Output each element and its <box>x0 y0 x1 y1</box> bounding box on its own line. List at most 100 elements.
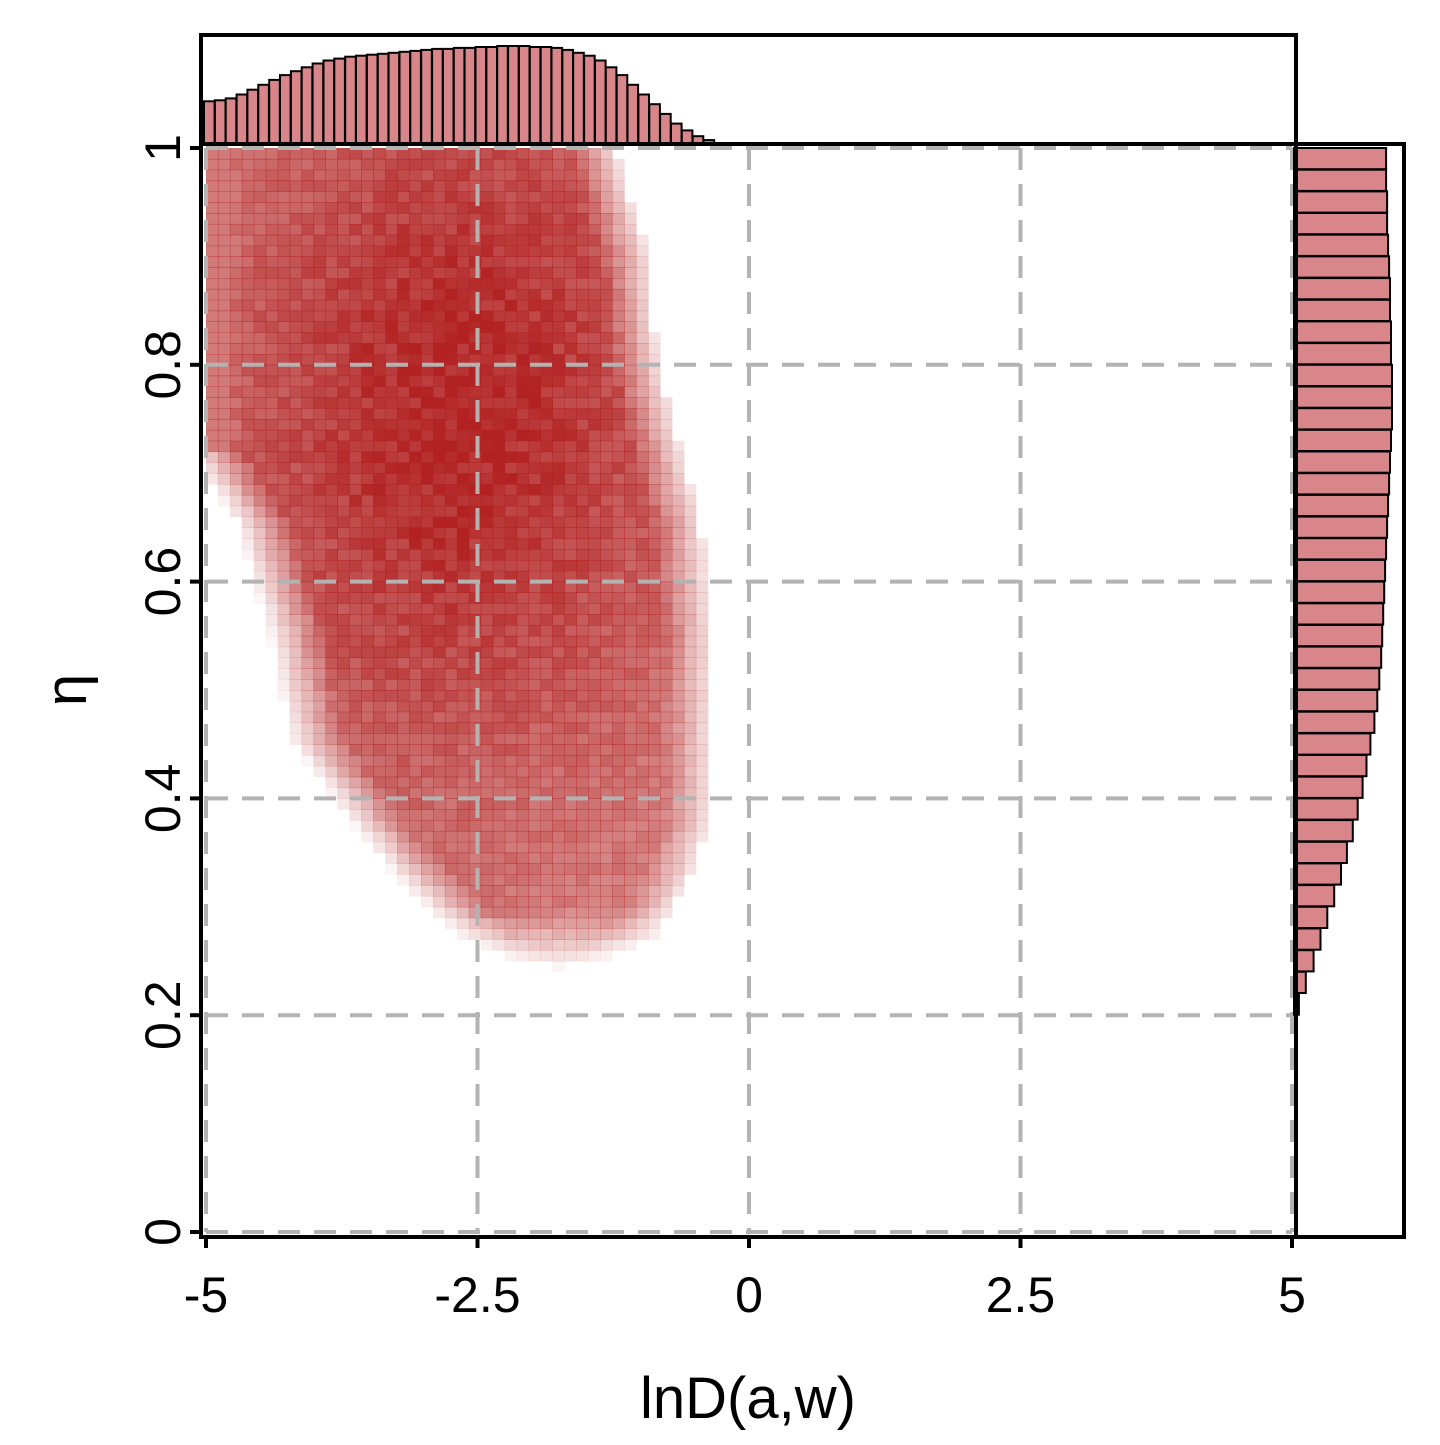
density-cell <box>277 690 291 702</box>
density-cell <box>433 570 446 583</box>
density-cell <box>397 343 410 355</box>
density-cell <box>564 299 577 312</box>
density-cell <box>468 148 482 160</box>
density-cell <box>265 429 279 442</box>
density-cell <box>265 213 279 225</box>
right-hist-bar <box>1293 840 1348 864</box>
density-cell <box>265 180 279 192</box>
density-cell <box>528 798 541 810</box>
density-cell <box>349 332 362 344</box>
density-cell <box>540 874 553 886</box>
density-cell <box>409 787 422 799</box>
density-cell <box>564 527 577 539</box>
density-cell <box>576 646 589 658</box>
density-cell <box>636 386 649 398</box>
density-cell <box>576 484 589 496</box>
density-cell <box>409 592 422 604</box>
density-cell <box>433 711 446 724</box>
density-cell <box>600 332 613 344</box>
density-cell <box>456 592 470 604</box>
density-cell <box>349 310 362 322</box>
density-cell <box>516 234 530 247</box>
density-cell <box>385 679 398 691</box>
density-cell <box>421 635 434 648</box>
density-cell <box>671 484 685 496</box>
density-cell <box>600 559 613 572</box>
density-cell <box>576 310 589 322</box>
density-cell <box>433 603 446 615</box>
density-cell <box>289 202 303 214</box>
density-cell <box>456 505 470 518</box>
density-cell <box>588 202 601 214</box>
density-cell <box>468 830 482 843</box>
density-cell <box>468 299 482 312</box>
density-cell <box>492 809 506 821</box>
density-cell <box>659 408 673 420</box>
right-hist-bar <box>1293 233 1390 257</box>
density-cell <box>648 494 661 507</box>
density-cell <box>528 809 541 821</box>
density-cell <box>504 841 518 854</box>
density-cell <box>313 310 326 322</box>
density-cell <box>409 473 422 485</box>
density-cell <box>421 570 434 583</box>
density-cell <box>516 928 530 940</box>
density-cell <box>624 733 637 745</box>
density-cell <box>492 820 506 832</box>
density-cell <box>385 223 398 236</box>
density-cell <box>385 158 398 171</box>
density-cell <box>433 429 446 442</box>
density-cell <box>564 755 577 767</box>
density-cell <box>600 820 613 832</box>
density-cell <box>576 440 589 453</box>
density-cell <box>433 245 446 257</box>
right-hist-bar <box>1293 450 1391 474</box>
density-cell <box>600 386 613 398</box>
density-cell <box>659 885 673 897</box>
density-cell <box>301 473 315 485</box>
density-cell <box>624 603 637 615</box>
density-cell <box>612 581 625 593</box>
density-cell <box>695 722 709 734</box>
density-cell <box>612 700 625 713</box>
density-cell <box>277 180 291 192</box>
density-cell <box>492 603 506 615</box>
density-cell <box>301 668 315 680</box>
density-cell <box>409 635 422 648</box>
density-cell <box>289 494 303 507</box>
density-cell <box>229 299 243 312</box>
density-cell <box>409 559 422 572</box>
density-cell <box>659 798 673 810</box>
top-hist-bar <box>268 78 281 144</box>
density-cell <box>564 321 577 333</box>
density-cell <box>277 657 291 669</box>
density-cell <box>421 668 434 680</box>
density-cell <box>313 668 326 680</box>
density-cell <box>600 906 613 919</box>
density-cell <box>612 765 625 778</box>
density-cell <box>540 646 553 658</box>
density-cell <box>516 592 530 604</box>
density-cell <box>600 939 613 951</box>
density-cell <box>504 484 518 496</box>
top-hist-bar <box>344 55 357 145</box>
density-cell <box>600 646 613 658</box>
density-cell <box>206 321 219 333</box>
density-cell <box>337 494 350 507</box>
density-cell <box>421 505 434 518</box>
density-cell <box>397 700 410 713</box>
density-cell <box>528 451 541 463</box>
density-cell <box>528 917 541 929</box>
density-cell <box>648 820 661 832</box>
density-cell <box>552 765 565 778</box>
density-cell <box>683 690 697 702</box>
density-cell <box>504 429 518 442</box>
density-cell <box>325 419 338 431</box>
density-cell <box>492 299 506 312</box>
density-cell <box>671 657 685 669</box>
density-cell <box>456 798 470 810</box>
top-hist-bar <box>311 62 325 144</box>
density-cell <box>301 462 315 474</box>
density-cell <box>217 429 231 442</box>
density-cell <box>636 776 649 789</box>
